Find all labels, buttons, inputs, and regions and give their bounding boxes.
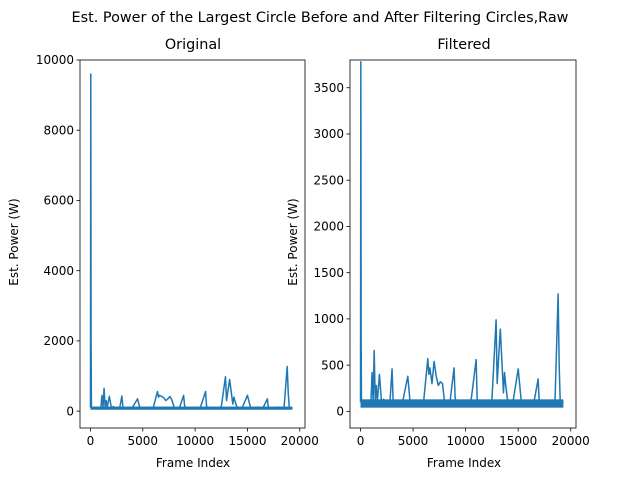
filtered-ytick-label: 3000 <box>313 127 344 141</box>
original-ytick-label: 10000 <box>36 53 74 67</box>
original-axes-frame <box>79 59 306 429</box>
filtered-noise-band <box>360 399 564 408</box>
filtered-ytick-label: 1000 <box>313 312 344 326</box>
filtered-series-line-0 <box>359 61 564 405</box>
figure-suptitle: Est. Power of the Largest Circle Before … <box>72 10 569 26</box>
filtered-ytick-label: 2000 <box>313 220 344 234</box>
panel-original-xlabel: Frame Index <box>156 456 230 470</box>
original-ytick-label: 0 <box>66 404 74 418</box>
panel-original-ylabel: Est. Power (W) <box>7 198 21 286</box>
panel-filtered-plot: 0 5000 10000 15000 20000 0 500 1000 1500 2000 2500… <box>313 59 590 448</box>
original-ytick-label: 8000 <box>43 123 74 137</box>
panel-filtered-title: Filtered <box>437 37 490 53</box>
original-xtick-label: 10000 <box>176 434 214 448</box>
original-series-line-0 <box>89 73 293 410</box>
original-xtick-label: 15000 <box>228 434 266 448</box>
original-ytick-label: 4000 <box>43 264 74 278</box>
filtered-xtick-label: 20000 <box>552 434 590 448</box>
filtered-xtick-label: 5000 <box>398 434 429 448</box>
filtered-ytick-label: 500 <box>321 358 344 372</box>
original-noise-band <box>90 406 293 410</box>
original-xtick-label: 0 <box>87 434 95 448</box>
original-xtick-label: 20000 <box>281 434 319 448</box>
panel-original-plot: 0 5000 10000 15000 20000 0 2000 4000 6000 8000 100… <box>36 53 319 448</box>
filtered-ytick-label: 3500 <box>313 81 344 95</box>
panel-filtered-ylabel: Est. Power (W) <box>286 198 300 286</box>
panel-filtered-xlabel: Frame Index <box>427 456 501 470</box>
filtered-xtick-label: 0 <box>357 434 365 448</box>
panel-filtered: Filtered Frame Index Est. Power (W) 0 500… <box>286 37 590 470</box>
filtered-ytick-label: 2500 <box>313 173 344 187</box>
filtered-xtick-label: 10000 <box>447 434 485 448</box>
panel-original: Original Frame Index Est. Power (W) 0 500… <box>7 37 319 470</box>
filtered-axes-frame <box>349 59 577 429</box>
original-ytick-label: 6000 <box>43 194 74 208</box>
filtered-ytick-label: 1500 <box>313 266 344 280</box>
original-xtick-label: 5000 <box>128 434 159 448</box>
original-ytick-label: 2000 <box>43 334 74 348</box>
filtered-ytick-label: 0 <box>336 405 344 419</box>
filtered-xtick-label: 15000 <box>499 434 537 448</box>
panel-original-title: Original <box>165 37 221 53</box>
